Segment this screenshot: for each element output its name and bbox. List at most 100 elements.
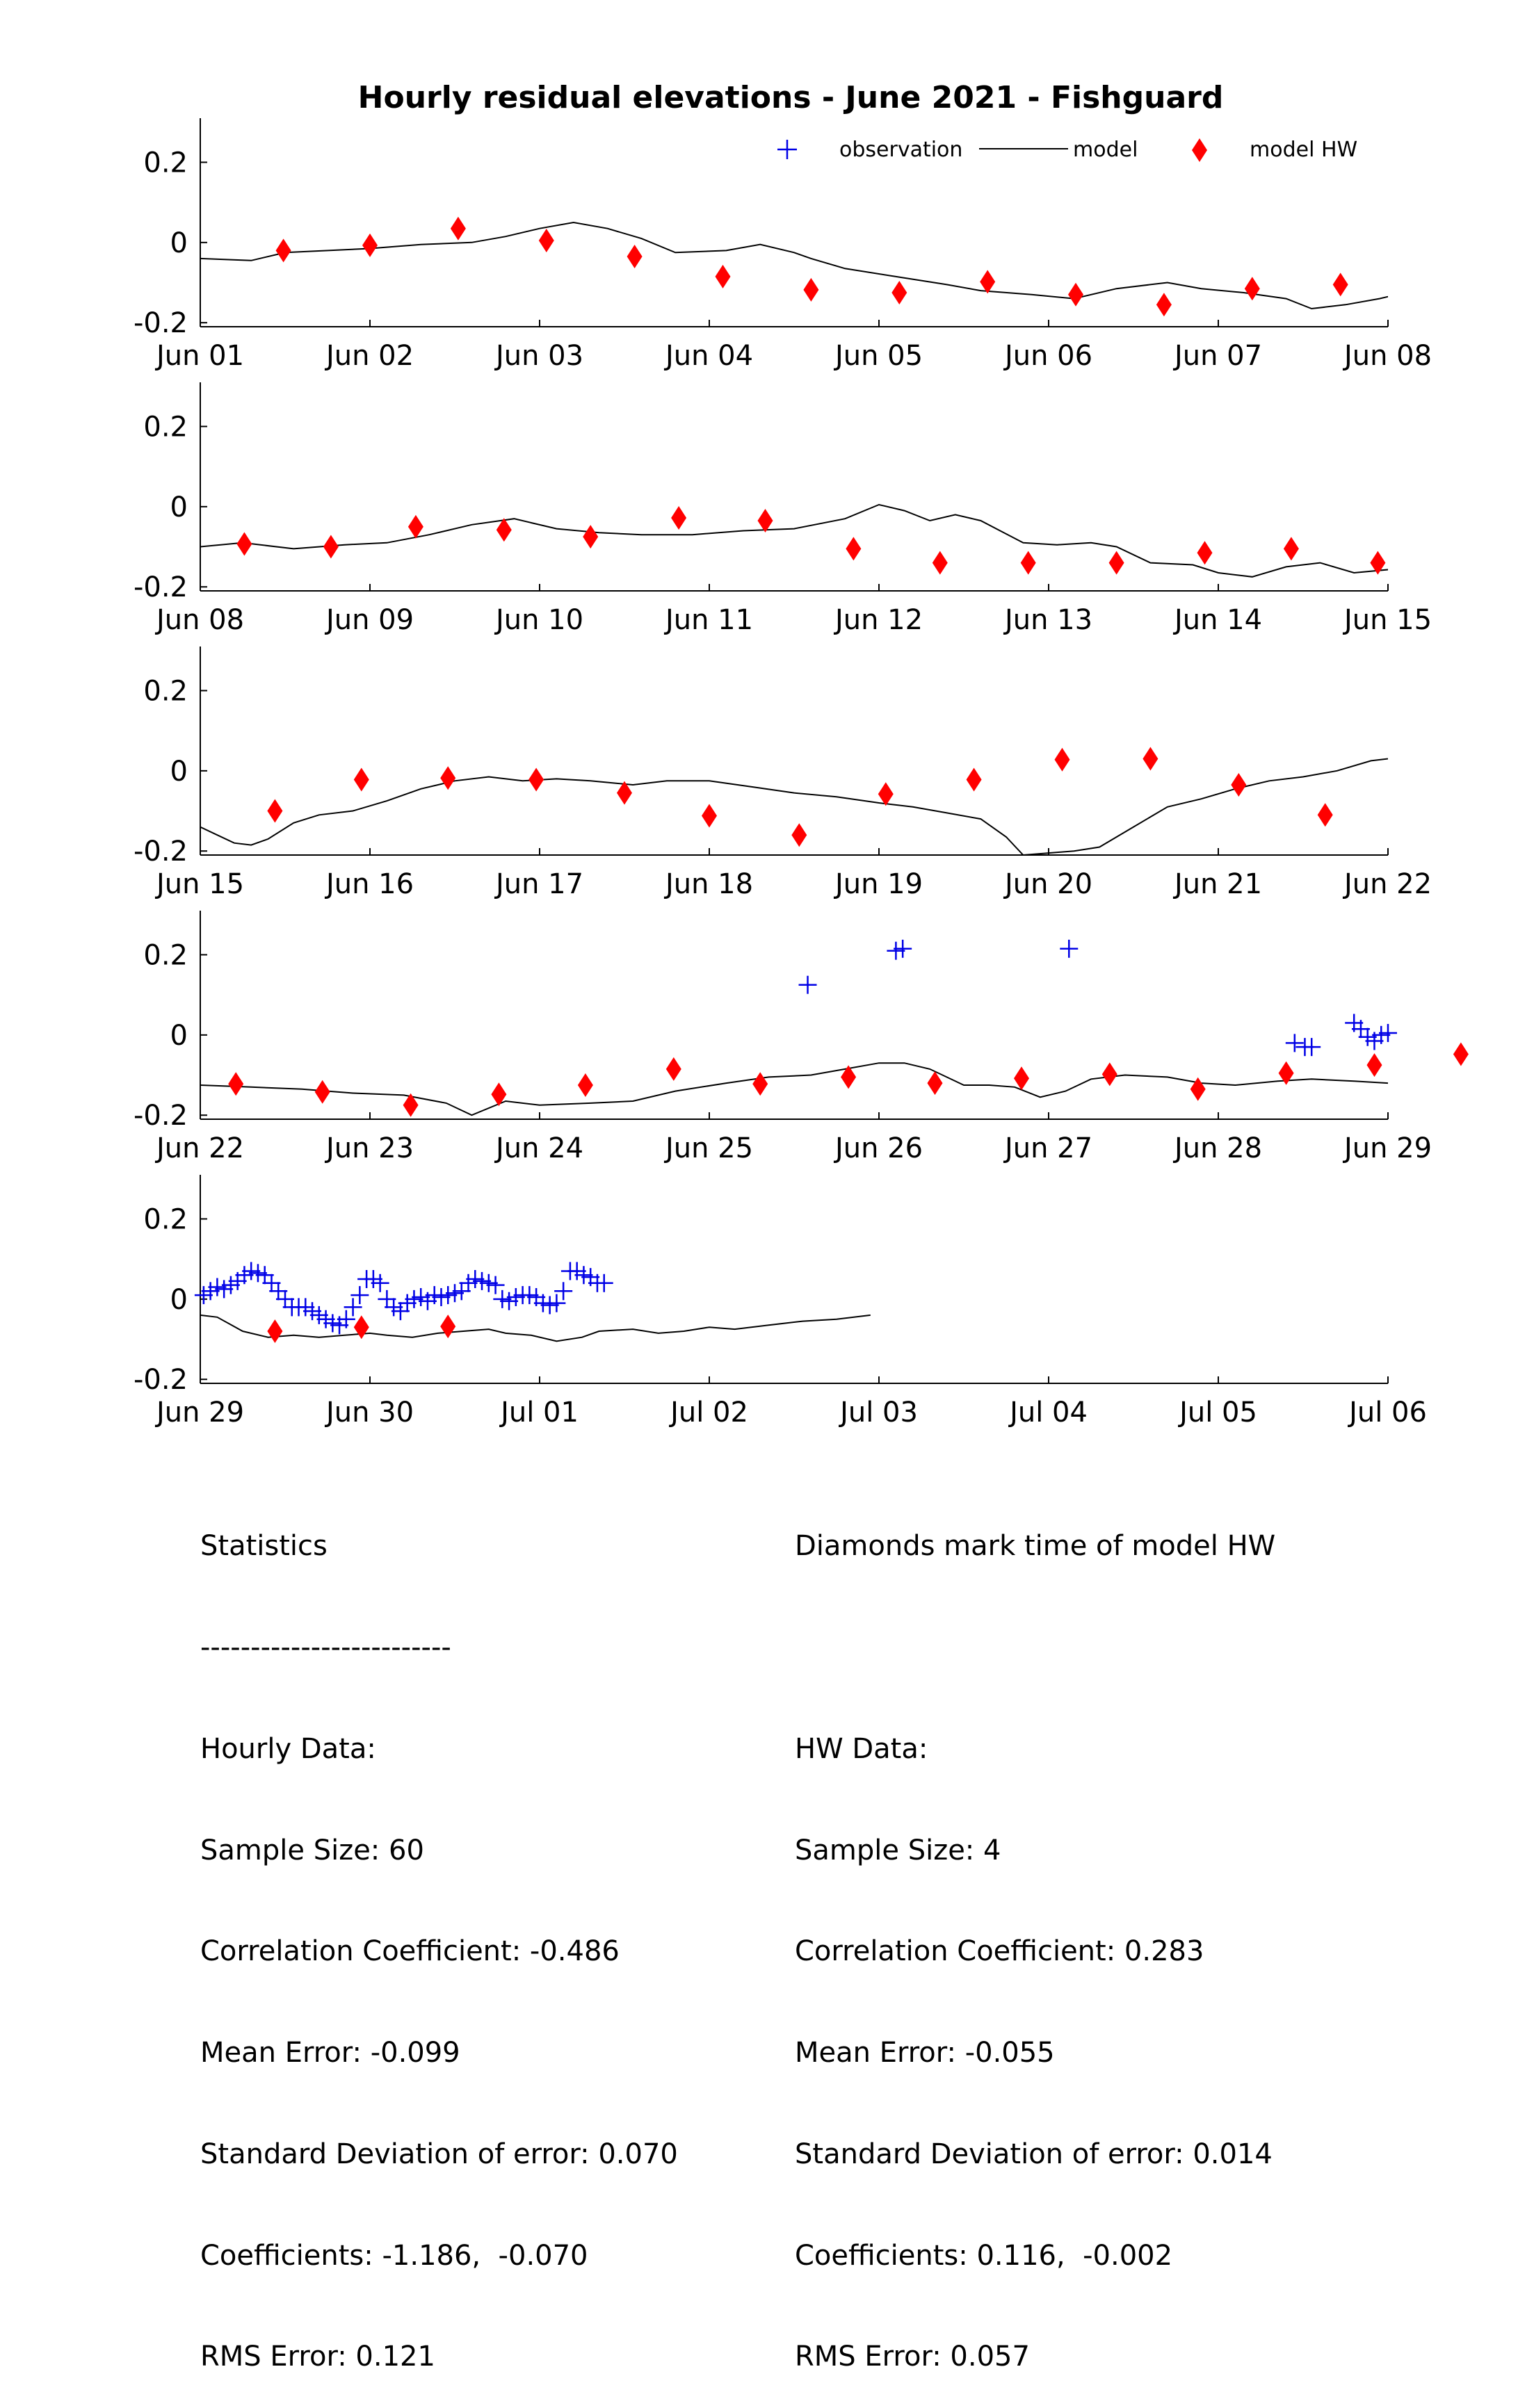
x-tick-label: Jun 12 bbox=[833, 604, 923, 636]
model-hw-point bbox=[841, 1065, 857, 1089]
panel-3: -0.2 0 0.2 Jun 15 Jun 16 Jun 17 Jun 18 Jun 19 Ju… bbox=[134, 646, 1432, 900]
x-tick-label: Jun 10 bbox=[494, 604, 583, 636]
model-hw-point bbox=[267, 1319, 283, 1343]
observation-point bbox=[337, 1310, 355, 1328]
hourly-mean-error: Mean Error: -0.099 bbox=[200, 2037, 460, 2069]
model-hw-point bbox=[1332, 272, 1348, 297]
x-tick-label: Jun 04 bbox=[663, 340, 753, 372]
model-hw-point bbox=[932, 551, 948, 575]
model-hw-point bbox=[583, 525, 599, 549]
residual-elevation-chart: Hourly residual elevations - June 2021 -… bbox=[134, 80, 1469, 1429]
x-tick-label: Jun 29 bbox=[154, 1397, 244, 1429]
model-hw-point bbox=[440, 766, 456, 790]
stats-heading: Statistics bbox=[200, 1530, 328, 1563]
x-tick-label: Jun 22 bbox=[1342, 868, 1432, 900]
model-hw-point bbox=[1283, 537, 1299, 561]
model-hw-point bbox=[1156, 293, 1172, 317]
x-tick-label: Jun 03 bbox=[494, 340, 583, 372]
x-tick-label: Jun 05 bbox=[833, 340, 923, 372]
y-tick-label: 0.2 bbox=[143, 675, 188, 707]
observation-point bbox=[1285, 1034, 1304, 1052]
model-hw-point bbox=[1054, 747, 1070, 772]
model-hw-point bbox=[878, 782, 894, 806]
model-hw-point bbox=[314, 1080, 330, 1104]
y-tick-label: -0.2 bbox=[134, 571, 188, 603]
legend-observation-marker bbox=[777, 140, 797, 159]
x-tick-label: Jun 23 bbox=[324, 1132, 414, 1164]
model-hw-point bbox=[450, 216, 466, 241]
model-hw-point bbox=[671, 506, 687, 530]
x-tick-label: Jun 26 bbox=[833, 1132, 923, 1164]
panel-2: -0.2 0 0.2 Jun 08 Jun 09 Jun 10 Jun 11 Jun 12 Ju… bbox=[134, 382, 1432, 636]
hourly-sample-size: Sample Size: 60 bbox=[200, 1834, 424, 1866]
y-tick-label: 0.2 bbox=[143, 147, 188, 179]
x-tick-label: Jun 29 bbox=[1342, 1132, 1432, 1164]
model-hw-point bbox=[1366, 1053, 1382, 1077]
y-tick-label: -0.2 bbox=[134, 1100, 188, 1132]
observation-point bbox=[1302, 1038, 1321, 1057]
panel-5: -0.2 0 0.2 Jun 29 Jun 30 Jul 01 Jul 02 Jul 03 Ju… bbox=[134, 1175, 1427, 1429]
chart-title: Hourly residual elevations - June 2021 -… bbox=[358, 80, 1224, 115]
hw-data-label: HW Data: bbox=[795, 1732, 928, 1765]
x-tick-label: Jun 19 bbox=[833, 868, 923, 900]
chart-panels: -0.2 0 0.2 Jun 01 Jun 02 Jun 03 Jun 04 Jun 05 Ju… bbox=[134, 118, 1469, 1429]
x-tick-label: Jun 15 bbox=[154, 868, 244, 900]
x-tick-label: Jun 15 bbox=[1342, 604, 1432, 636]
hw-statistics: Diamonds mark time of model HW HW Data: … bbox=[795, 1462, 1275, 2408]
x-tick-label: Jun 17 bbox=[494, 868, 583, 900]
observation-point bbox=[554, 1282, 573, 1301]
model-hw-point bbox=[752, 1072, 768, 1096]
y-tick-label: 0 bbox=[170, 1020, 188, 1052]
y-tick-label: 0.2 bbox=[143, 411, 188, 443]
x-tick-label: Jun 22 bbox=[154, 1132, 244, 1164]
y-tick-label: 0.2 bbox=[143, 939, 188, 971]
stats-divider: ------------------------- bbox=[200, 1631, 451, 1663]
model-hw-point bbox=[353, 1315, 369, 1340]
observation-point bbox=[894, 939, 912, 958]
model-series-line bbox=[200, 503, 1388, 578]
x-tick-label: Jul 05 bbox=[1177, 1397, 1257, 1429]
model-hw-point bbox=[715, 264, 731, 288]
x-tick-label: Jun 08 bbox=[154, 604, 244, 636]
observation-point bbox=[371, 1274, 389, 1292]
observation-point bbox=[350, 1286, 369, 1305]
hw-std-error: Standard Deviation of error: 0.014 bbox=[795, 2138, 1273, 2170]
model-hw-point bbox=[275, 238, 291, 263]
model-hw-point bbox=[846, 537, 862, 561]
hw-sample-size: Sample Size: 4 bbox=[795, 1834, 1001, 1866]
model-hw-point bbox=[1278, 1061, 1294, 1085]
model-hw-point bbox=[236, 532, 252, 556]
hourly-correlation: Correlation Coefficient: -0.486 bbox=[200, 1935, 620, 1968]
model-hw-point bbox=[1014, 1066, 1029, 1091]
x-tick-label: Jun 02 bbox=[324, 340, 414, 372]
y-tick-label: 0 bbox=[170, 756, 188, 788]
model-hw-point bbox=[528, 767, 544, 792]
model-hw-point bbox=[1453, 1042, 1469, 1066]
observation-point bbox=[595, 1274, 613, 1292]
model-hw-point bbox=[1068, 282, 1083, 307]
x-tick-label: Jun 25 bbox=[663, 1132, 753, 1164]
model-hw-point bbox=[1370, 551, 1386, 575]
panel-4: -0.2 0 0.2 Jun 22 Jun 23 Jun 24 Jun 25 Jun 26 Ju… bbox=[134, 911, 1469, 1164]
observation-point bbox=[547, 1294, 566, 1312]
model-hw-point bbox=[496, 518, 512, 542]
hw-correlation: Correlation Coefficient: 0.283 bbox=[795, 1935, 1204, 1968]
model-hw-point bbox=[1143, 747, 1158, 771]
x-tick-label: Jun 08 bbox=[1342, 340, 1432, 372]
model-hw-point bbox=[803, 277, 819, 302]
hourly-statistics: Statistics ------------------------- Hou… bbox=[200, 1462, 678, 2408]
model-hw-point bbox=[1190, 1077, 1206, 1101]
model-hw-point bbox=[440, 1315, 456, 1339]
hourly-data-label: Hourly Data: bbox=[200, 1732, 376, 1765]
y-tick-label: 0 bbox=[170, 1284, 188, 1316]
model-hw-point bbox=[1244, 277, 1260, 301]
observation-point bbox=[344, 1298, 362, 1317]
model-series-line bbox=[200, 758, 1388, 855]
y-tick-label: 0.2 bbox=[143, 1203, 188, 1235]
observation-point bbox=[486, 1276, 505, 1294]
model-hw-point bbox=[757, 509, 773, 532]
model-hw-point bbox=[323, 535, 339, 559]
hourly-std-error: Standard Deviation of error: 0.070 bbox=[200, 2138, 678, 2170]
model-hw-point bbox=[1108, 551, 1124, 575]
model-hw-point bbox=[702, 804, 717, 828]
